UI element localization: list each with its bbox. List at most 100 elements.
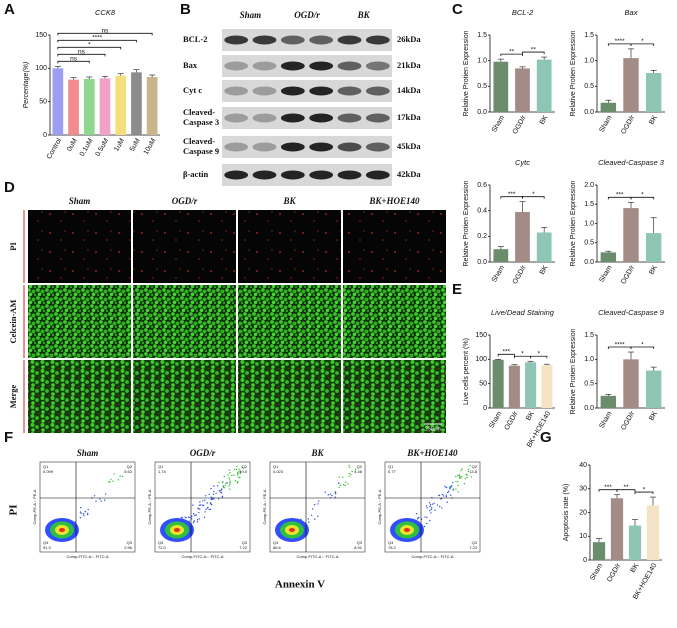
event <box>349 466 351 468</box>
event <box>238 468 240 470</box>
bar <box>623 208 639 262</box>
event <box>93 495 96 497</box>
bar <box>646 505 660 560</box>
event <box>445 486 447 489</box>
quadrant-name: Q1 <box>273 464 279 469</box>
quadrant-name: Q4 <box>388 540 394 545</box>
x-tick-label: 0.1uM <box>79 137 95 157</box>
blot-label: Caspase 9 <box>183 146 219 156</box>
event <box>213 498 215 500</box>
blot-strip <box>222 136 392 158</box>
event <box>465 473 467 476</box>
event <box>79 511 82 513</box>
quadrant-value: 7.22 <box>239 545 248 550</box>
bar <box>610 498 624 560</box>
blot-strip <box>222 107 392 129</box>
event <box>439 505 441 508</box>
event <box>226 482 229 484</box>
event <box>429 504 432 506</box>
event <box>227 474 229 476</box>
flow-title: BK <box>310 448 324 458</box>
event <box>99 498 101 500</box>
y-tick-label: 0 <box>583 557 587 564</box>
x-tick-label: OGD/r <box>606 562 623 584</box>
significance-label: * <box>521 350 524 357</box>
x-tick-label: OGD/r <box>504 410 521 432</box>
event <box>314 518 316 520</box>
bar <box>592 542 606 560</box>
y-tick-label: 100 <box>475 356 487 363</box>
event <box>310 514 313 517</box>
event <box>348 464 350 467</box>
event <box>86 513 89 516</box>
event <box>181 516 183 519</box>
event <box>228 477 230 479</box>
event <box>428 502 431 504</box>
blot-label: β-actin <box>183 169 209 179</box>
blot-band <box>309 61 334 71</box>
blot-band <box>224 142 249 152</box>
blot-label: BCL-2 <box>183 34 208 44</box>
event <box>210 487 212 490</box>
micrograph <box>238 360 341 433</box>
quadrant-value: 72.0 <box>158 545 167 550</box>
event <box>199 508 201 510</box>
significance-label: *** <box>616 192 624 199</box>
blot-group: BK <box>357 10 371 20</box>
significance-bracket <box>497 353 515 357</box>
flow-title: OGD/r <box>190 448 216 458</box>
event <box>457 484 460 487</box>
quadrant-value: 13.8 <box>469 469 478 474</box>
event <box>457 480 459 483</box>
event <box>425 505 428 507</box>
event <box>233 474 235 476</box>
quadrant-name: Q4 <box>43 540 49 545</box>
quadrant-name: Q1 <box>158 464 164 469</box>
event <box>211 503 213 506</box>
x-tick-label: BK <box>525 410 536 422</box>
event <box>203 516 206 518</box>
blot-band <box>309 142 334 152</box>
blot-size: 14kDa <box>397 85 421 95</box>
event <box>218 481 220 484</box>
y-tick-label: 0 <box>43 132 47 139</box>
blot-label: Cyt c <box>183 85 202 95</box>
event <box>449 488 451 490</box>
event <box>447 490 450 493</box>
y-axis-label: Relative Protien Expression <box>570 180 577 266</box>
blot-band <box>252 170 277 180</box>
event <box>436 504 439 506</box>
quadrant-name: Q3 <box>472 540 478 545</box>
event <box>313 503 316 506</box>
event <box>457 491 459 493</box>
event <box>112 480 114 482</box>
event <box>229 471 231 474</box>
y-tick-label: 0.0 <box>584 109 594 116</box>
bar <box>645 370 662 408</box>
blot-size: 17kDa <box>397 112 421 122</box>
quadrant-name: Q4 <box>158 540 164 545</box>
x-tick-label: Sham <box>589 562 604 581</box>
x-tick-label: 5uM <box>129 137 142 152</box>
event <box>354 468 357 470</box>
event <box>236 482 238 484</box>
blot-size: 42kDa <box>397 169 421 179</box>
event <box>431 503 434 505</box>
event <box>235 468 238 471</box>
blot-label: Bax <box>183 60 198 70</box>
event <box>87 512 89 515</box>
y-tick-label: 50 <box>39 99 47 106</box>
bar <box>536 232 552 262</box>
event <box>452 489 454 491</box>
significance-bracket <box>607 346 632 350</box>
significance-label: **** <box>615 341 626 348</box>
event <box>218 490 221 492</box>
event <box>445 496 448 498</box>
event <box>79 517 82 519</box>
bar <box>536 59 552 112</box>
event <box>443 495 445 497</box>
event <box>339 484 342 487</box>
blot-band <box>252 142 277 152</box>
event <box>95 500 97 502</box>
x-tick-label: OGD/r <box>620 114 637 136</box>
